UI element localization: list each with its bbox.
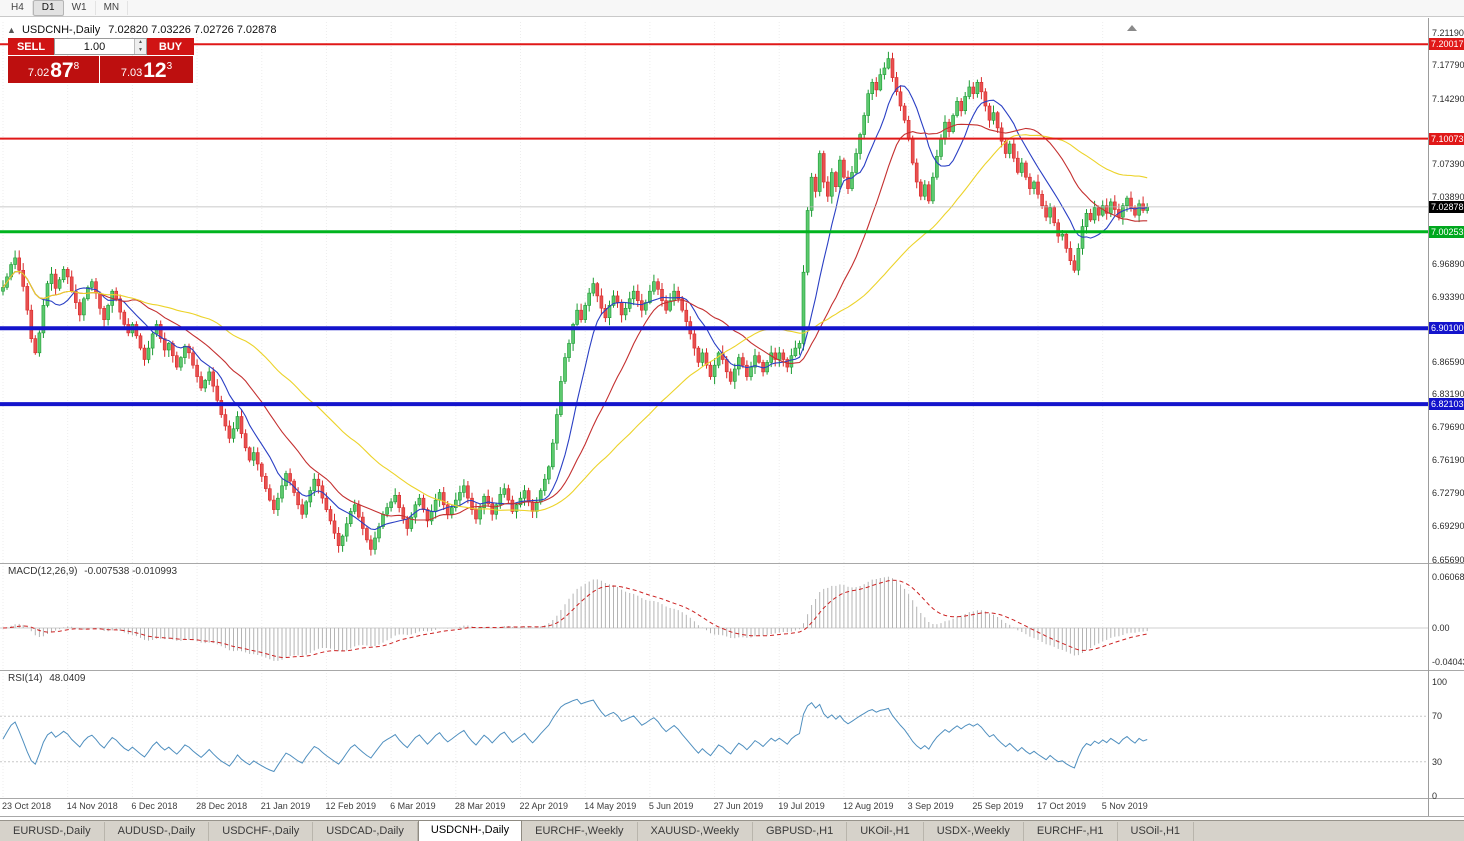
chart-tab-xauusd-weekly[interactable]: XAUUSD-,Weekly xyxy=(638,822,753,841)
volume-spinner: ▲ ▼ xyxy=(134,39,146,54)
price-tick: 6.65690 xyxy=(1432,554,1464,565)
date-label: 12 Feb 2019 xyxy=(325,801,376,811)
rsi-indicator-label: RSI(14) 48.0409 xyxy=(8,673,85,684)
panel-divider[interactable] xyxy=(0,563,1464,564)
date-label: 5 Nov 2019 xyxy=(1101,801,1148,811)
price-tick: 7.03890 xyxy=(1432,192,1464,203)
rsi-axis-label: 100 xyxy=(1432,677,1448,687)
chart-tab-eurchf-h1[interactable]: EURCHF-,H1 xyxy=(1024,822,1118,841)
buy-price-display[interactable]: 7.03 12 3 xyxy=(100,56,193,83)
macd-indicator-label: MACD(12,26,9) -0.007538 -0.010993 xyxy=(8,566,177,577)
chart-tab-gbpusd-h1[interactable]: GBPUSD-,H1 xyxy=(753,822,848,841)
price-tick: 7.14290 xyxy=(1432,93,1464,104)
chart-tab-bar: EURUSD-,Daily AUDUSD-,Daily USDCHF-,Daily U… xyxy=(0,820,1464,841)
date-label: 22 Apr 2019 xyxy=(519,801,569,811)
price-tick: 6.96890 xyxy=(1432,258,1464,269)
date-label: 14 Nov 2018 xyxy=(66,801,118,811)
spinner-up-icon[interactable]: ▲ xyxy=(135,39,146,47)
date-label: 12 Aug 2019 xyxy=(842,801,894,811)
chart-shift-icon xyxy=(1127,25,1137,31)
date-label: 3 Sep 2019 xyxy=(907,801,954,811)
chart-tab-eurchf-weekly[interactable]: EURCHF-,Weekly xyxy=(522,822,638,841)
price-tick: 6.79690 xyxy=(1432,422,1464,433)
price-tag: 7.02878 xyxy=(1429,200,1464,213)
rsi-value: 48.0409 xyxy=(49,673,86,684)
chart-tab-usdchf-daily[interactable]: USDCHF-,Daily xyxy=(209,822,314,841)
macd-axis-label: 0.060687 xyxy=(1432,572,1464,583)
chart-tab-ukoil-h1[interactable]: UKOil-,H1 xyxy=(847,822,924,841)
date-label: 21 Jan 2019 xyxy=(260,801,311,811)
chart-tab-usdx-weekly[interactable]: USDX-,Weekly xyxy=(924,822,1024,841)
chart-tab-usdcnh-daily[interactable]: USDCNH-,Daily xyxy=(417,820,523,841)
date-label: 14 May 2019 xyxy=(584,801,637,811)
chart-symbol-title: ▲ USDCNH-,Daily 7.02820 7.03226 7.02726 … xyxy=(7,24,277,36)
macd-axis-label: -0.040435 xyxy=(1432,656,1464,667)
price-tag: 6.82103 xyxy=(1429,398,1464,411)
date-label: 23 Oct 2018 xyxy=(2,801,52,811)
triangle-up-icon: ▲ xyxy=(7,25,16,35)
macd-axis-label: 0.00 xyxy=(1432,623,1450,633)
spinner-down-icon[interactable]: ▼ xyxy=(135,46,146,54)
timeframe-toolbar: H4 D1 W1 MN xyxy=(0,0,1464,17)
price-tag: 7.20017 xyxy=(1429,38,1464,51)
timeframe-button-w1[interactable]: W1 xyxy=(64,1,96,15)
volume-input[interactable]: 1.00 ▲ ▼ xyxy=(54,38,147,55)
buy-button[interactable]: BUY xyxy=(147,38,194,55)
price-tick: 6.93390 xyxy=(1432,291,1464,302)
buy-price-prefix: 7.03 xyxy=(120,67,143,79)
panel-divider xyxy=(0,816,1464,817)
timeframe-button-d1[interactable]: D1 xyxy=(32,0,64,16)
price-tag: 7.10073 xyxy=(1429,132,1464,145)
price-tick: 7.17790 xyxy=(1432,60,1464,71)
date-label: 6 Mar 2019 xyxy=(390,801,436,811)
chart-tab-eurusd-daily[interactable]: EURUSD-,Daily xyxy=(0,822,105,841)
macd-values: -0.007538 -0.010993 xyxy=(84,566,178,577)
chart-tab-usdcad-daily[interactable]: USDCAD-,Daily xyxy=(313,822,418,841)
rsi-name: RSI(14) xyxy=(8,673,43,684)
date-label: 5 Jun 2019 xyxy=(648,801,694,811)
sell-price-big: 87 xyxy=(50,59,74,82)
date-label: 17 Oct 2019 xyxy=(1037,801,1087,811)
price-tick: 7.07390 xyxy=(1432,159,1464,170)
chart-tab-usoil-h1[interactable]: USOil-,H1 xyxy=(1118,822,1195,841)
sell-price-sup: 8 xyxy=(73,61,80,72)
main-price-chart[interactable] xyxy=(0,22,1428,563)
date-label: 6 Dec 2018 xyxy=(131,801,178,811)
sell-price-prefix: 7.02 xyxy=(27,67,50,79)
buy-price-big: 12 xyxy=(143,59,167,82)
macd-name: MACD(12,26,9) xyxy=(8,566,78,577)
price-tick: 6.83190 xyxy=(1432,388,1464,399)
symbol-name: USDCNH-,Daily xyxy=(21,24,101,36)
rsi-indicator-chart[interactable] xyxy=(0,670,1428,798)
one-click-trade-panel: SELL 1.00 ▲ ▼ BUY 7.02 87 8 7.03 12 3 xyxy=(8,38,194,83)
macd-indicator-chart[interactable] xyxy=(0,563,1428,670)
panel-divider[interactable] xyxy=(0,670,1464,671)
rsi-axis-label: 30 xyxy=(1432,756,1443,767)
price-tick: 6.76190 xyxy=(1432,455,1464,466)
symbol-ohlc-values: 7.02820 7.03226 7.02726 7.02878 xyxy=(108,24,277,36)
timeframe-button-mn[interactable]: MN xyxy=(96,1,129,15)
price-tag: 7.00253 xyxy=(1429,225,1464,238)
price-tick: 6.69290 xyxy=(1432,520,1464,531)
volume-value[interactable]: 1.00 xyxy=(83,40,106,53)
date-label: 27 Jun 2019 xyxy=(713,801,764,811)
rsi-axis-label: 0 xyxy=(1432,791,1438,801)
price-tag: 6.90100 xyxy=(1429,322,1464,335)
chart-tab-audusd-daily[interactable]: AUDUSD-,Daily xyxy=(105,822,210,841)
date-label: 25 Sep 2019 xyxy=(972,801,1024,811)
price-tick: 6.86590 xyxy=(1432,356,1464,367)
sell-button[interactable]: SELL xyxy=(8,38,54,55)
buy-price-sup: 3 xyxy=(166,61,173,72)
date-label: 28 Dec 2018 xyxy=(196,801,248,811)
price-tick: 6.72790 xyxy=(1432,487,1464,498)
panel-divider xyxy=(0,798,1464,799)
date-label: 28 Mar 2019 xyxy=(454,801,506,811)
price-tick: 7.21190 xyxy=(1432,28,1464,38)
price-axis-border xyxy=(1428,18,1429,816)
sell-price-display[interactable]: 7.02 87 8 xyxy=(8,56,100,83)
rsi-axis-label: 70 xyxy=(1432,711,1443,722)
timeframe-button-h4[interactable]: H4 xyxy=(3,1,33,15)
date-label: 19 Jul 2019 xyxy=(778,801,825,811)
